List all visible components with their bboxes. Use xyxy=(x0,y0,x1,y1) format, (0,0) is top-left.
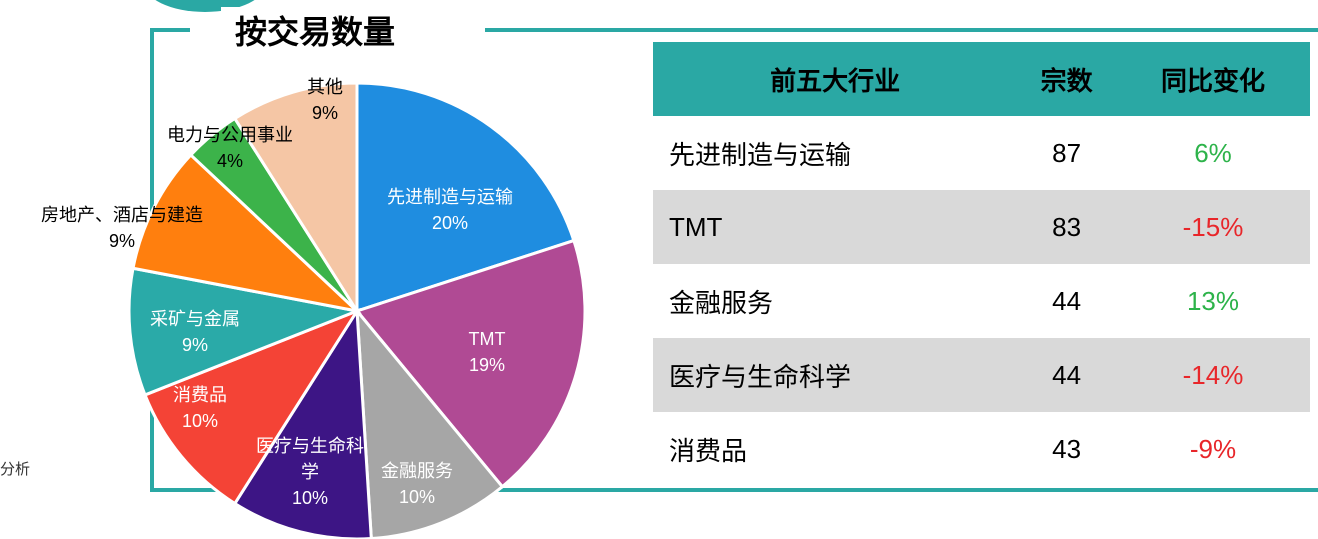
table-row: 消费品 43 -9% xyxy=(653,412,1310,486)
slice-name: 其他 xyxy=(307,77,343,97)
table-cell: 消费品 xyxy=(669,435,748,466)
pie-slice xyxy=(355,306,505,539)
table-cell: 13% xyxy=(1186,285,1240,316)
slice-label: 其他 9% xyxy=(285,74,365,126)
slice-name: 金融服务 xyxy=(381,461,453,481)
table-body: 先进制造与运输 87 6% TMT 83 -15% 金融服务 44 13% 医疗与生命科学 44 -1… xyxy=(653,116,1310,486)
table-cell: 44 xyxy=(1052,285,1082,316)
slice-value: 9% xyxy=(311,103,338,123)
table-cell: 44 xyxy=(1017,338,1116,412)
header-cell: 宗数 xyxy=(1017,42,1116,116)
slice-name: 先进制造与运输 xyxy=(387,187,513,207)
pie-slice xyxy=(127,266,363,397)
slice-label: 消费品 10% xyxy=(150,382,250,434)
table-cell: 先进制造与运输 xyxy=(669,139,852,170)
table-row: 金融服务 44 13% xyxy=(653,264,1310,338)
header-cell: 同比变化 xyxy=(1115,42,1310,116)
slice-value: 19% xyxy=(468,355,506,375)
pie-slice xyxy=(232,81,359,317)
slice-label: 电力与公用事业 4% xyxy=(130,122,330,174)
slice-name: 房地产、酒店与建造 xyxy=(41,205,203,225)
footnote: 分析 xyxy=(0,461,31,478)
slice-name: TMT xyxy=(468,329,506,349)
slice-value: 9% xyxy=(108,231,135,251)
table-cell: 87 xyxy=(1052,137,1082,168)
table-cell: 43 xyxy=(1052,433,1082,464)
table-cell: 83 xyxy=(1017,190,1116,264)
slice-label: TMT 19% xyxy=(447,326,527,378)
slice-label: 金融服务 10% xyxy=(362,458,472,510)
slice-value: 10% xyxy=(181,411,219,431)
table-cell: TMT xyxy=(653,190,1018,264)
slice-name: 医疗与生命科学 xyxy=(256,436,364,482)
slice-label: 房地产、酒店与建造 9% xyxy=(2,202,242,254)
slice-value: 9% xyxy=(181,335,208,355)
table-row: TMT 83 -15% xyxy=(653,190,1310,264)
slice-value: 4% xyxy=(216,151,243,171)
slice-name: 电力与公用事业 xyxy=(167,125,293,145)
slice-label: 先进制造与运输 20% xyxy=(375,184,525,236)
header-row: 前五大行业 宗数 同比变化 xyxy=(653,42,1310,116)
slice-label: 医疗与生命科学 10% xyxy=(255,433,365,511)
table-cell: -15% xyxy=(1115,190,1310,264)
header-cell: 前五大行业 xyxy=(653,42,1018,116)
pie-slice xyxy=(143,307,361,506)
slice-value: 10% xyxy=(291,488,329,508)
slice-label: 采矿与金属 9% xyxy=(125,306,265,358)
slice-value: 20% xyxy=(431,213,469,233)
table-row: 先进制造与运输 87 6% xyxy=(653,116,1310,190)
table: 前五大行业 宗数 同比变化 先进制造与运输 87 6% TMT 83 -15% 金融服务 44 13… xyxy=(653,42,1310,486)
slice-name: 消费品 xyxy=(173,385,227,405)
table-row: 医疗与生命科学 44 -14% xyxy=(653,338,1310,412)
table-cell: -14% xyxy=(1115,338,1310,412)
table-cell: -9% xyxy=(1189,433,1237,464)
pie-slice xyxy=(131,152,362,314)
pie xyxy=(127,81,587,539)
pie-slice xyxy=(354,238,587,489)
table-cell: 金融服务 xyxy=(669,287,774,318)
slice-value: 10% xyxy=(398,487,436,507)
table-cell: 医疗与生命科学 xyxy=(653,338,1018,412)
title: 按交易数量 xyxy=(220,7,410,53)
pie-slice xyxy=(355,81,576,314)
table-cell: 6% xyxy=(1194,137,1232,168)
slice-name: 采矿与金属 xyxy=(150,309,240,329)
